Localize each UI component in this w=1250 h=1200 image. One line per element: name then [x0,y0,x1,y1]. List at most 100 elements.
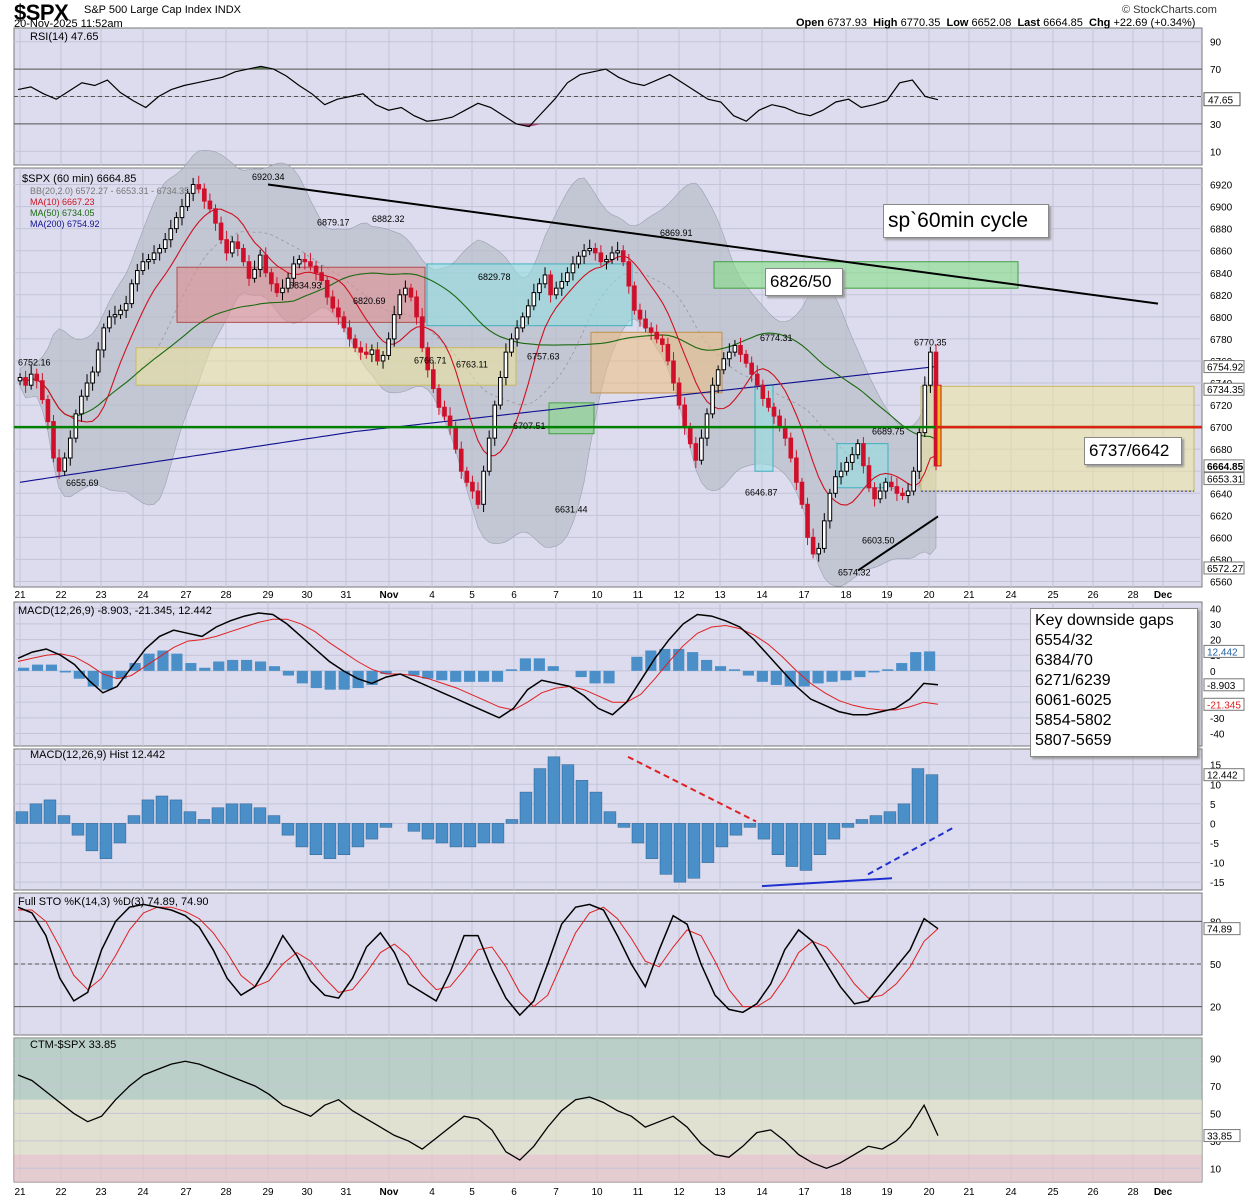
y-tick-label: 6640 [1210,489,1233,500]
y-tick-label: 70 [1210,1082,1222,1093]
candle-body [252,268,257,279]
candle-body [453,426,458,450]
candle-body [833,476,838,494]
macd-hist2-bar [379,823,393,828]
candle-body [928,351,933,386]
open-value: 6737.93 [827,17,867,29]
macd-hist2-bar [407,823,421,832]
right-label-box [1203,360,1245,374]
candle-body [520,316,525,329]
macd-hist-bar [87,670,99,687]
right-label-box [1203,472,1245,486]
x-tick-label: 26 [1087,590,1099,601]
gaps-title: Key downside gaps [1035,612,1174,629]
candle-body [911,470,916,492]
right-label-box [1203,561,1245,575]
candle-body [872,487,877,500]
x-tick-label: 12 [673,1187,685,1198]
candle-body [615,250,620,254]
candle-body [274,283,280,294]
y-tick-label: -40 [1210,729,1225,740]
macd-hist-bar [450,670,462,682]
annotation-support: 6737/6642 [1084,437,1182,465]
candle-body [682,404,687,428]
macd-hist-bar [659,648,671,671]
sto-k-line [17,903,939,1017]
x-tick-label: 17 [798,590,810,601]
candle-body [375,349,380,362]
candle-body [56,457,62,472]
candle-body [414,296,419,318]
candle-body [531,292,537,307]
candle-body [844,461,849,472]
macd-hist2-bar [715,823,729,848]
candle-body [799,481,805,505]
candle-body [431,369,436,390]
x-tick-label: 20 [923,590,935,601]
x-tick-label: 7 [553,590,559,601]
macd-hist-bar [115,670,127,679]
candle-body [324,279,330,298]
x-tick-label: Dec [1154,590,1173,601]
candle-body [308,261,313,267]
candle-body [218,222,224,241]
macd-hist2-bar [295,823,309,848]
ma10-line [19,208,937,506]
candle-body [458,448,464,472]
macd-hist-bar [714,666,727,671]
y-tick-label: 70 [1210,65,1222,76]
price-label: 6834.93 [289,280,322,290]
x-tick-label: 19 [881,1187,893,1198]
candle-body [95,349,101,373]
macd-hist-bar [575,670,587,678]
macd-hist2-bar [827,823,841,840]
chg-label: Chg [1089,17,1111,29]
candle-body [45,399,51,423]
candle-body [358,347,364,353]
price-label: 6631.44 [555,505,588,515]
y-tick-label: 20 [1210,636,1222,647]
candle-body [179,206,185,219]
candle-body [475,490,481,505]
candle-body [498,377,503,406]
rising-support-line [857,515,939,572]
candle-body [877,490,883,500]
candle-body [754,373,760,386]
candle-body [34,373,40,382]
macd-hist-bar [282,670,294,676]
macd-hist-bar [143,653,155,671]
macd-hist2-bar [351,823,365,848]
macd-hist2-bar [799,823,813,871]
price-legend-item: MA(200) 6754.92 [30,219,100,229]
candle-body [766,397,771,408]
macd-hist2-bar [757,823,771,840]
candle-body [715,369,721,386]
macd-hist-bar [129,663,141,671]
candle-body [849,454,855,463]
candle-body [794,457,799,483]
macd-hist-bar [380,670,392,674]
x-tick-label: 4 [429,1187,435,1198]
x-tick-label: 30 [301,1187,313,1198]
macd-hist2-bar [519,791,533,824]
candle-body [598,252,604,263]
candle-body [386,338,391,356]
gap-item: 6271/6239 [1035,672,1111,689]
candle-body [738,345,743,355]
macd-right-label: -8.903 [1207,681,1236,692]
candle-body [592,247,598,254]
macd-hist2-bar [575,780,589,824]
candle-body [241,247,246,263]
last-label: Last [1017,17,1041,29]
candle-body [397,294,403,316]
x-tick-label: 21 [14,1187,26,1198]
candle-body [838,470,844,478]
ctm-title: CTM-$SPX 33.85 [30,1039,116,1051]
macd-hist-bar [854,670,866,678]
macd-hist-bar [631,656,643,671]
price-label: 6574.32 [838,568,871,578]
macd-hist-bar [533,658,545,671]
x-tick-label: 23 [95,590,107,601]
macd-hist2-bar [449,823,463,848]
candle-body [62,457,67,472]
